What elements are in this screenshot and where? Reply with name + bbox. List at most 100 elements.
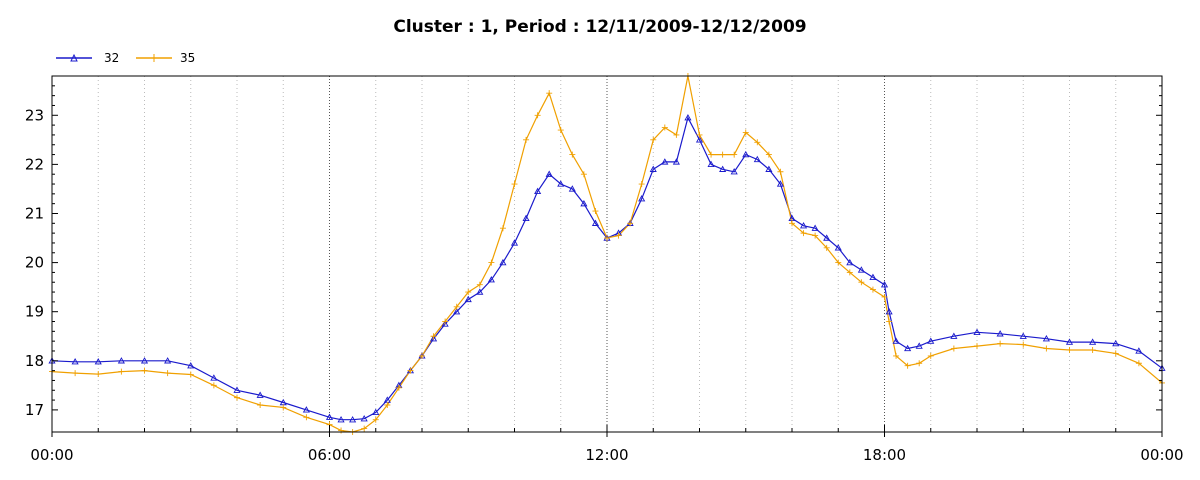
series-35-point-40 bbox=[650, 136, 657, 143]
series-32-point-64 bbox=[915, 342, 923, 349]
series-32-point-30 bbox=[534, 187, 542, 195]
x-tick-label: 12:00 bbox=[585, 446, 628, 464]
series-32-point-65 bbox=[927, 337, 935, 344]
series-35-point-27 bbox=[499, 225, 506, 232]
legend-32-marker bbox=[70, 53, 78, 62]
series-35-point-67 bbox=[974, 343, 980, 350]
series-35-point-45 bbox=[708, 151, 715, 158]
series-32-point-7 bbox=[210, 374, 218, 381]
series-35-point-15 bbox=[361, 425, 368, 432]
series-32-point-16 bbox=[372, 408, 380, 416]
series-35-point-2 bbox=[95, 371, 102, 378]
y-tick-label: 23 bbox=[25, 106, 44, 124]
series-35-point-6 bbox=[187, 371, 194, 378]
series-32-point-50 bbox=[765, 165, 773, 172]
series-35-point-42 bbox=[673, 131, 680, 138]
series-32-point-59 bbox=[869, 273, 877, 280]
series-35-point-52 bbox=[789, 220, 795, 227]
series-32-point-13 bbox=[337, 416, 345, 423]
series-35-point-47 bbox=[731, 151, 738, 158]
chart-title: Cluster : 1, Period : 12/11/2009-12/12/2… bbox=[393, 17, 806, 37]
series-35-point-30 bbox=[534, 112, 541, 119]
series-35-point-66 bbox=[950, 345, 957, 352]
series-32-point-26 bbox=[487, 276, 495, 283]
series-35-point-35 bbox=[592, 208, 599, 215]
series-35-point-46 bbox=[719, 151, 726, 158]
series-35-point-8 bbox=[234, 394, 240, 401]
series-35-point-36 bbox=[604, 235, 610, 242]
series-32-point-42 bbox=[672, 158, 680, 165]
series-32-point-40 bbox=[649, 165, 657, 172]
series-35-point-41 bbox=[661, 124, 668, 131]
series-35-point-74 bbox=[1135, 360, 1142, 367]
series-32-point-39 bbox=[638, 195, 646, 202]
series-35-point-38 bbox=[627, 220, 634, 227]
series-35-point-24 bbox=[465, 289, 472, 296]
series-32-point-48 bbox=[742, 150, 750, 158]
series-32-point-2 bbox=[94, 358, 102, 365]
series-32-point-69 bbox=[1019, 332, 1027, 339]
series-32-point-46 bbox=[719, 165, 727, 172]
series-32-point-35 bbox=[591, 219, 600, 226]
series-32-point-74 bbox=[1135, 347, 1143, 354]
series-32-point-72 bbox=[1089, 338, 1097, 345]
x-tick-label: 00:00 bbox=[1140, 446, 1183, 464]
series-32-point-1 bbox=[71, 358, 79, 365]
series-35-point-62 bbox=[893, 352, 900, 359]
series-32-point-34 bbox=[580, 199, 588, 207]
series-35-point-1 bbox=[72, 370, 79, 377]
series-32-point-14 bbox=[349, 416, 357, 423]
axes bbox=[51, 75, 1163, 437]
series-32-point-3 bbox=[117, 357, 125, 364]
y-tick-label: 21 bbox=[25, 204, 44, 222]
series-35-point-10 bbox=[280, 404, 287, 411]
series-35-point-58 bbox=[858, 279, 865, 286]
series-35-point-49 bbox=[754, 139, 761, 146]
series-35-point-25 bbox=[476, 281, 483, 288]
series-32-point-27 bbox=[499, 258, 507, 266]
series-35-point-65 bbox=[927, 352, 934, 359]
series-32-point-53 bbox=[799, 222, 808, 229]
series-35-line bbox=[51, 75, 1163, 433]
series-32-point-32 bbox=[557, 180, 565, 187]
series-35-point-34 bbox=[580, 171, 587, 178]
series-32-point-73 bbox=[1112, 339, 1120, 347]
series-32-point-9 bbox=[256, 391, 264, 398]
series-35-point-64 bbox=[916, 360, 923, 367]
series-32-point-43 bbox=[684, 114, 692, 121]
series-32-point-70 bbox=[1042, 334, 1050, 342]
series-35-point-37 bbox=[615, 232, 622, 239]
x-tick-label: 00:00 bbox=[30, 446, 73, 464]
y-tick-label: 17 bbox=[25, 401, 44, 419]
series-32-point-45 bbox=[707, 160, 715, 168]
series-35-point-53 bbox=[800, 230, 807, 237]
series-32-point-71 bbox=[1065, 338, 1074, 345]
series-32-point-44 bbox=[695, 136, 704, 143]
series-35-point-63 bbox=[904, 362, 911, 369]
series-32-point-66 bbox=[950, 332, 958, 339]
series-35-point-28 bbox=[511, 181, 518, 188]
series-35-point-31 bbox=[546, 90, 553, 97]
series-32-point-63 bbox=[904, 344, 912, 352]
series-35-point-11 bbox=[303, 414, 310, 421]
series-32-point-58 bbox=[857, 266, 865, 273]
series-35-point-16 bbox=[372, 416, 379, 423]
series-35-point-72 bbox=[1089, 346, 1096, 353]
series-35-point-61 bbox=[886, 318, 893, 325]
series-35-point-71 bbox=[1066, 346, 1073, 353]
series-35-point-33 bbox=[569, 151, 576, 158]
y-tick-label: 20 bbox=[25, 254, 44, 272]
series-35-point-29 bbox=[523, 136, 530, 143]
series-32-point-33 bbox=[568, 185, 576, 192]
series-35-point-44 bbox=[696, 131, 703, 138]
series-32-point-31 bbox=[545, 170, 553, 177]
legend-35-label: 35 bbox=[180, 51, 195, 65]
series-35-point-13 bbox=[338, 427, 345, 434]
series-32-point-54 bbox=[811, 224, 819, 231]
series-32-point-68 bbox=[996, 330, 1004, 337]
series-35-point-3 bbox=[118, 368, 125, 375]
y-tick-label: 22 bbox=[25, 155, 44, 173]
markers bbox=[48, 73, 1166, 435]
